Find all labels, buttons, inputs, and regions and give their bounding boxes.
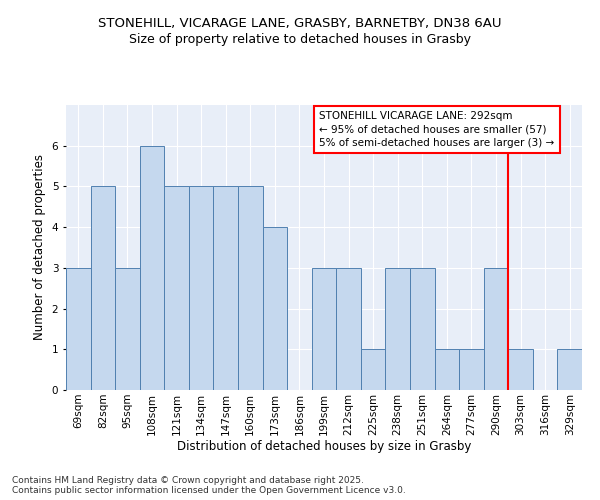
Bar	[214, 186, 238, 390]
Text: STONEHILL, VICARAGE LANE, GRASBY, BARNETBY, DN38 6AU: STONEHILL, VICARAGE LANE, GRASBY, BARNET…	[98, 18, 502, 30]
Text: Size of property relative to detached houses in Grasby: Size of property relative to detached ho…	[129, 32, 471, 46]
Text: Contains HM Land Registry data © Crown copyright and database right 2025.
Contai: Contains HM Land Registry data © Crown c…	[12, 476, 406, 495]
Bar	[385, 268, 410, 390]
Bar	[312, 268, 336, 390]
Text: STONEHILL VICARAGE LANE: 292sqm
← 95% of detached houses are smaller (57)
5% of : STONEHILL VICARAGE LANE: 292sqm ← 95% of…	[319, 111, 554, 148]
Bar	[189, 186, 214, 390]
Bar	[115, 268, 140, 390]
Bar	[238, 186, 263, 390]
Bar	[164, 186, 189, 390]
Bar	[434, 350, 459, 390]
Bar	[140, 146, 164, 390]
Bar	[410, 268, 434, 390]
Bar	[361, 350, 385, 390]
Bar	[557, 350, 582, 390]
Bar	[508, 350, 533, 390]
Bar	[484, 268, 508, 390]
X-axis label: Distribution of detached houses by size in Grasby: Distribution of detached houses by size …	[177, 440, 471, 454]
Y-axis label: Number of detached properties: Number of detached properties	[33, 154, 46, 340]
Bar	[66, 268, 91, 390]
Bar	[336, 268, 361, 390]
Bar	[459, 350, 484, 390]
Bar	[263, 227, 287, 390]
Bar	[91, 186, 115, 390]
